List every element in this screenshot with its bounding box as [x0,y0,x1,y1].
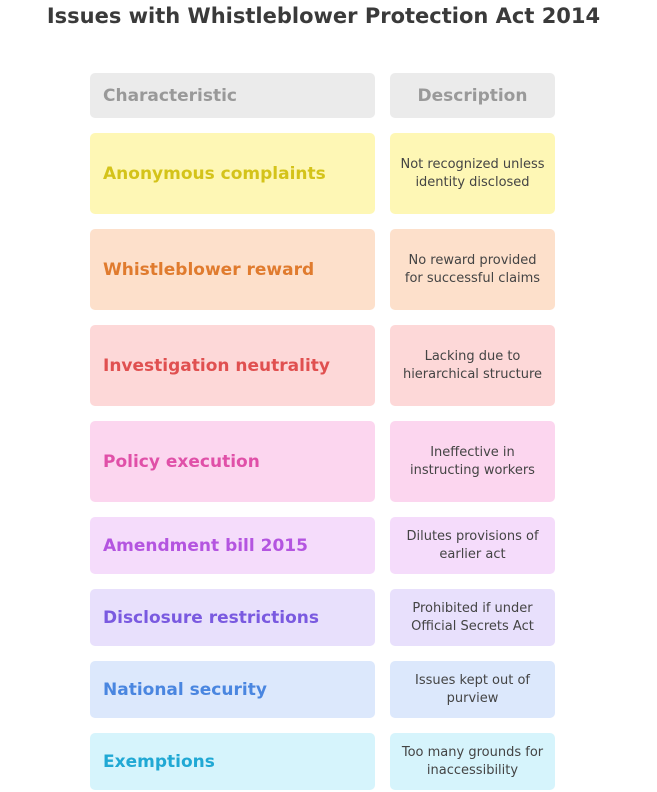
characteristic-cell: Amendment bill 2015 [90,517,375,574]
description-cell: Too many grounds for inaccessibility [390,733,555,790]
page-title: Issues with Whistleblower Protection Act… [46,4,601,28]
characteristic-cell: Policy execution [90,421,375,502]
characteristic-cell: Anonymous complaints [90,133,375,214]
header-characteristic: Characteristic [90,73,375,118]
characteristic-cell: Whistleblower reward [90,229,375,310]
description-cell: Not recognized unless identity disclosed [390,133,555,214]
description-cell: Lacking due to hierarchical structure [390,325,555,406]
characteristic-cell: Investigation neutrality [90,325,375,406]
header-description: Description [390,73,555,118]
characteristic-cell: National security [90,661,375,718]
description-cell: No reward provided for successful claims [390,229,555,310]
characteristic-cell: Disclosure restrictions [90,589,375,646]
description-cell: Issues kept out of purview [390,661,555,718]
characteristic-cell: Exemptions [90,733,375,790]
description-cell: Prohibited if under Official Secrets Act [390,589,555,646]
description-cell: Dilutes provisions of earlier act [390,517,555,574]
description-cell: Ineffective in instructing workers [390,421,555,502]
